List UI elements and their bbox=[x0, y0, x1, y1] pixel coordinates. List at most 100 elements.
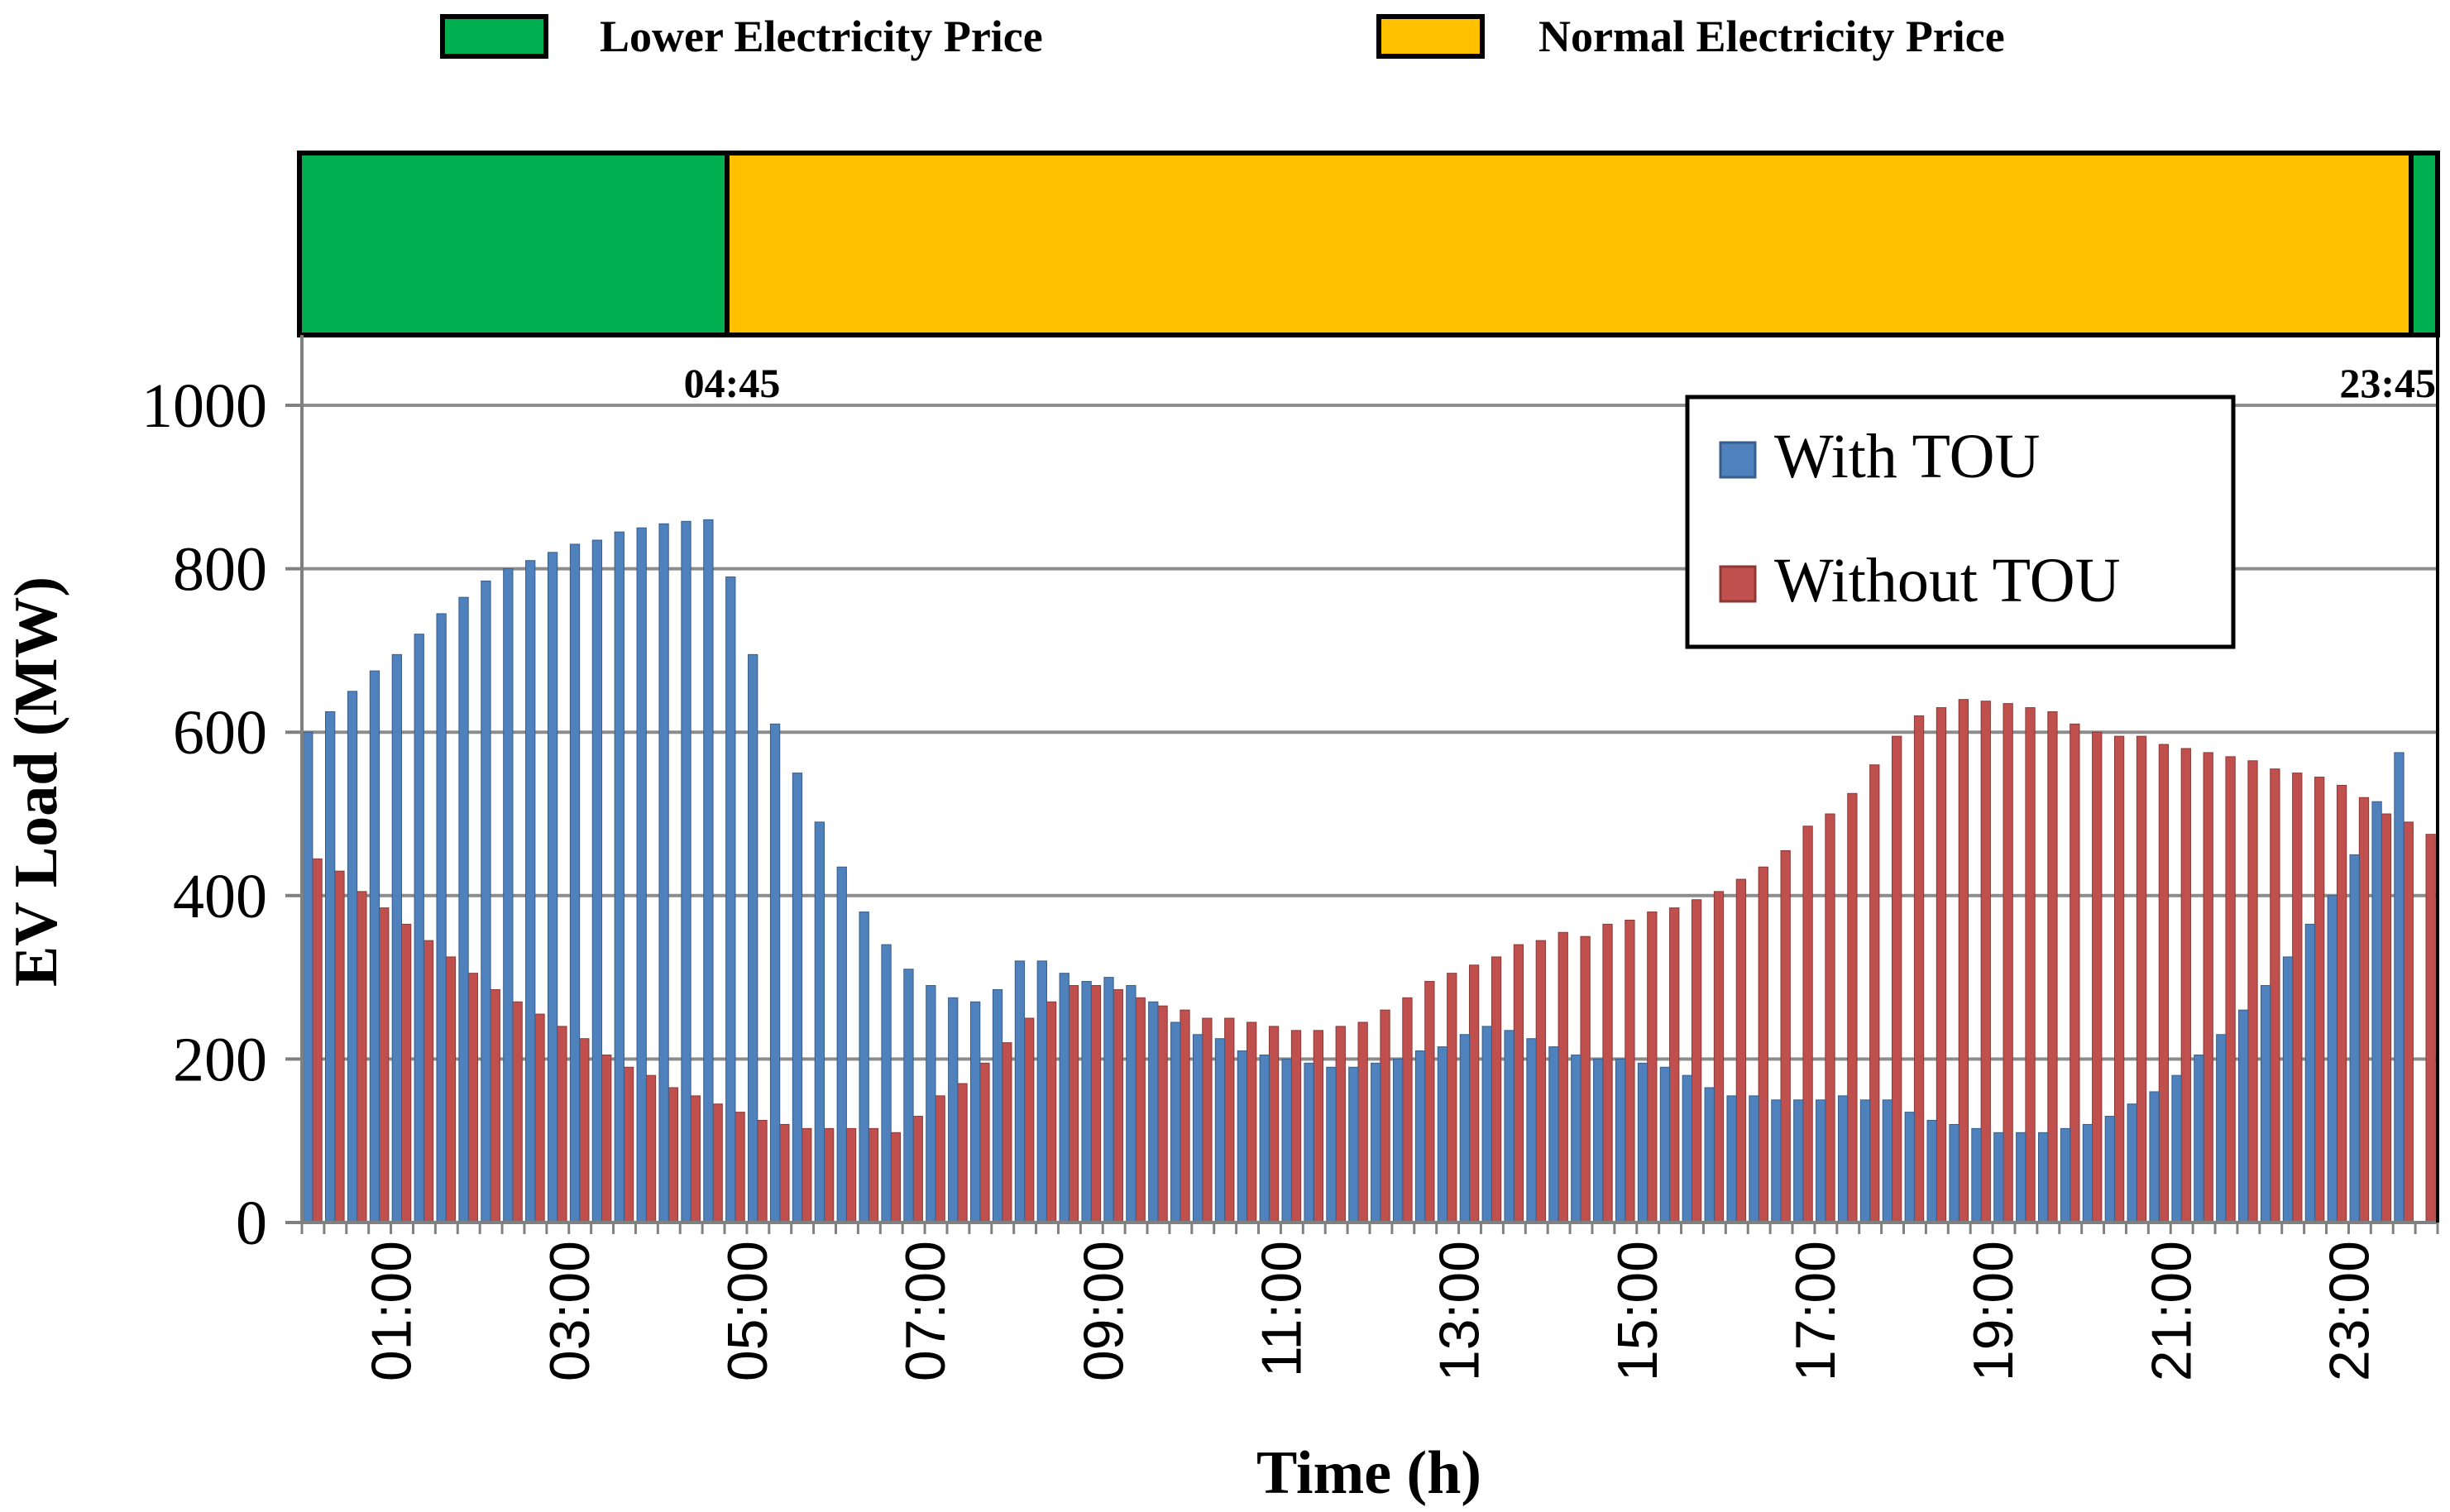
bar-without-tou bbox=[601, 1054, 612, 1223]
y-tick-label: 600 bbox=[173, 698, 267, 768]
bar-with-tou bbox=[1704, 1087, 1715, 1223]
bar-without-tou bbox=[423, 940, 434, 1223]
bar-with-tou bbox=[703, 519, 714, 1223]
legend-label-without-tou: Without TOU bbox=[1774, 546, 2120, 615]
price-legend: Lower Electricity Price Normal Electrici… bbox=[440, 12, 2005, 61]
bar-without-tou bbox=[979, 1062, 990, 1223]
bar-with-tou bbox=[1192, 1034, 1203, 1223]
plot-area: 0 200 400 600 800 1000 01:00 03:00 05:00 07:00 09… bbox=[141, 335, 2439, 1381]
bar-with-tou bbox=[1437, 1046, 1448, 1223]
bar-with-tou bbox=[1593, 1058, 1604, 1223]
bar-without-tou bbox=[1024, 1017, 1035, 1223]
bar-with-tou bbox=[1949, 1123, 1960, 1223]
bar-without-tou bbox=[1402, 997, 1413, 1223]
bar-with-tou bbox=[1081, 981, 1092, 1223]
bar-without-tou bbox=[1247, 1022, 1257, 1223]
bar-with-tou bbox=[814, 821, 825, 1223]
x-tick-label: 05:00 bbox=[716, 1241, 779, 1381]
legend-swatch-without-tou bbox=[1719, 565, 1757, 603]
bar-without-tou bbox=[802, 1127, 812, 1223]
bar-without-tou bbox=[579, 1038, 590, 1223]
bar-without-tou bbox=[1535, 940, 1546, 1223]
bar-with-tou bbox=[1126, 984, 1136, 1223]
bar-with-tou bbox=[1659, 1066, 1671, 1223]
bar-with-tou bbox=[2327, 895, 2338, 1223]
bar-without-tou bbox=[1313, 1030, 1324, 1223]
bar-with-tou bbox=[2216, 1034, 2227, 1223]
bar-without-tou bbox=[2092, 731, 2103, 1223]
bar-without-tou bbox=[1647, 912, 1658, 1223]
bar-with-tou bbox=[1793, 1099, 1804, 1223]
bar-without-tou bbox=[1847, 792, 1858, 1223]
bar-without-tou bbox=[2180, 748, 2191, 1223]
bar-with-tou bbox=[2304, 923, 2316, 1223]
bar-with-tou bbox=[1526, 1038, 1537, 1223]
bar-with-tou bbox=[2349, 854, 2360, 1223]
bar-with-tou bbox=[1326, 1066, 1337, 1223]
bar-without-tou bbox=[356, 891, 367, 1223]
bar-with-tou bbox=[1103, 977, 1114, 1223]
bars-without-tou bbox=[312, 699, 2436, 1223]
price-band-normal bbox=[725, 151, 2414, 337]
bar-with-tou bbox=[2238, 1009, 2249, 1223]
bar-without-tou bbox=[2403, 821, 2414, 1223]
bar-without-tou bbox=[912, 1116, 923, 1223]
bar-without-tou bbox=[1602, 923, 1613, 1223]
price-band-lower-morning bbox=[297, 151, 730, 337]
bar-with-tou bbox=[792, 773, 803, 1223]
y-tick-label: 1000 bbox=[141, 371, 267, 441]
bar-without-tou bbox=[1268, 1026, 1280, 1223]
x-tick-label: 21:00 bbox=[2140, 1241, 2203, 1381]
bar-without-tou bbox=[668, 1087, 679, 1223]
bar-without-tou bbox=[1046, 1001, 1057, 1223]
bar-without-tou bbox=[467, 973, 478, 1223]
bar-with-tou bbox=[2149, 1091, 2160, 1223]
bar-with-tou bbox=[525, 560, 536, 1223]
lower-price-label: Lower Electricity Price bbox=[600, 12, 1043, 61]
bar-with-tou bbox=[2037, 1132, 2049, 1223]
bar-with-tou bbox=[2282, 956, 2294, 1223]
bar-without-tou bbox=[1936, 707, 1947, 1223]
bar-without-tou bbox=[2425, 834, 2436, 1223]
bar-without-tou bbox=[868, 1127, 879, 1223]
bar-without-tou bbox=[2203, 752, 2213, 1223]
bar-with-tou bbox=[681, 520, 691, 1223]
bar-with-tou bbox=[303, 731, 313, 1223]
bar-with-tou bbox=[836, 866, 847, 1223]
x-tick-label: 01:00 bbox=[361, 1241, 423, 1381]
bar-without-tou bbox=[1713, 891, 1725, 1223]
bar-with-tou bbox=[1237, 1050, 1248, 1223]
bar-with-tou bbox=[1682, 1074, 1692, 1223]
bar-with-tou bbox=[414, 634, 424, 1223]
bar-without-tou bbox=[1135, 997, 1146, 1223]
bar-with-tou bbox=[1304, 1062, 1314, 1223]
bar-with-tou bbox=[2104, 1116, 2115, 1223]
bar-without-tou bbox=[1625, 919, 1635, 1223]
bar-with-tou bbox=[2371, 801, 2382, 1223]
bar-with-tou bbox=[926, 984, 936, 1223]
bar-with-tou bbox=[1882, 1099, 1893, 1223]
bar-with-tou bbox=[1170, 1022, 1181, 1223]
bar-without-tou bbox=[379, 907, 390, 1223]
bar-without-tou bbox=[1735, 878, 1747, 1223]
normal-price-label: Normal Electricity Price bbox=[1538, 12, 2005, 61]
lower-price-swatch bbox=[440, 14, 548, 59]
bar-without-tou bbox=[1958, 699, 1969, 1223]
bar-without-tou bbox=[2003, 703, 2013, 1223]
bar-without-tou bbox=[2070, 723, 2080, 1223]
y-tick-label: 0 bbox=[236, 1189, 267, 1258]
bar-with-tou bbox=[725, 576, 736, 1223]
bar-with-tou bbox=[1971, 1127, 1982, 1223]
bar-without-tou bbox=[2381, 813, 2392, 1223]
bar-without-tou bbox=[1335, 1026, 1346, 1223]
bar-without-tou bbox=[1380, 1009, 1390, 1223]
y-tick-label: 200 bbox=[173, 1025, 267, 1094]
bar-without-tou bbox=[1980, 701, 1991, 1223]
bar-with-tou bbox=[948, 997, 959, 1223]
bar-without-tou bbox=[957, 1083, 968, 1223]
bar-with-tou bbox=[1504, 1030, 1515, 1223]
x-tick-label: 23:00 bbox=[2318, 1241, 2381, 1381]
bar-with-tou bbox=[591, 539, 603, 1223]
bar-with-tou bbox=[2194, 1054, 2204, 1223]
bar-without-tou bbox=[735, 1112, 745, 1223]
